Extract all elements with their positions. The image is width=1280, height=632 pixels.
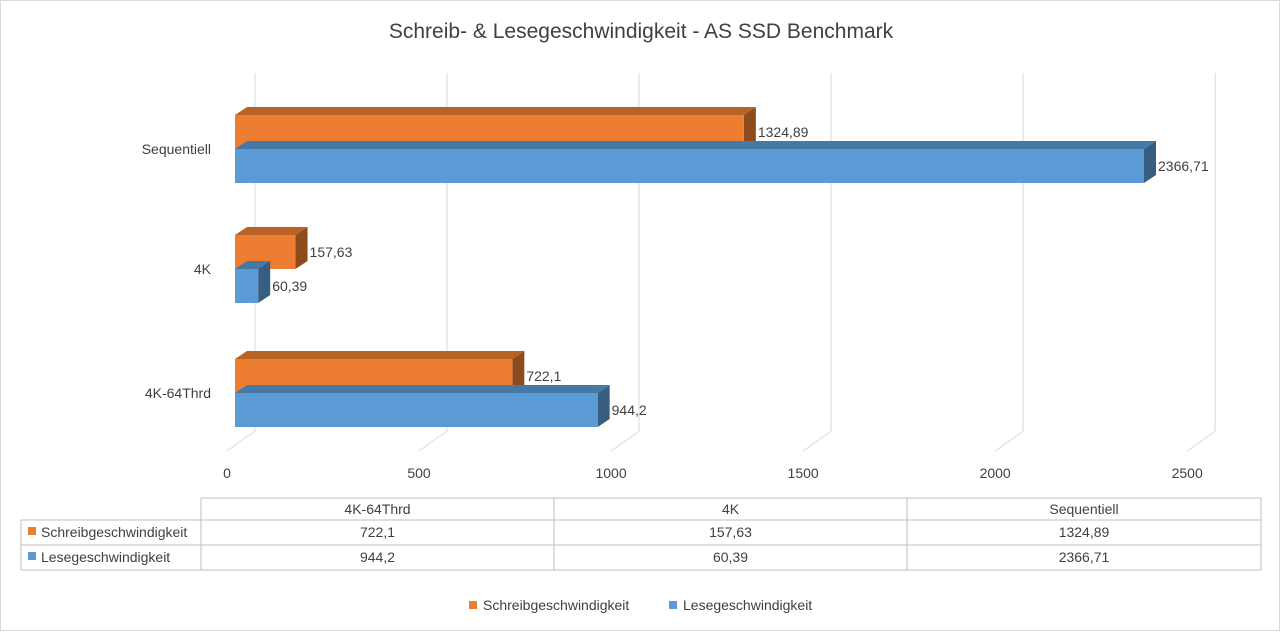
table-header: 4K	[722, 501, 740, 517]
gridline-floor	[802, 430, 832, 452]
bar-top-Lesegeschwindigkeit	[235, 261, 271, 269]
table-header: 4K-64Thrd	[344, 501, 410, 517]
x-tick-label: 1500	[788, 465, 819, 481]
bar-side-Schreibgeschwindigkeit	[512, 351, 525, 393]
data-label: 2366,71	[1158, 158, 1209, 174]
table-series-name: Lesegeschwindigkeit	[41, 549, 170, 565]
table-series-name: Schreibgeschwindigkeit	[41, 524, 187, 540]
x-tick-label: 0	[223, 465, 231, 481]
bar-top-Schreibgeschwindigkeit	[235, 107, 756, 115]
data-label: 722,1	[526, 368, 561, 384]
table-cell: 2366,71	[1059, 549, 1110, 565]
bar-top-Schreibgeschwindigkeit	[235, 227, 308, 235]
data-label: 944,2	[612, 402, 647, 418]
table-cell: 944,2	[360, 549, 395, 565]
table-cell: 1324,89	[1059, 524, 1110, 540]
gridline-floor	[418, 430, 448, 452]
category-label: Sequentiell	[142, 141, 211, 157]
data-label: 157,63	[310, 244, 353, 260]
bar-side-Lesegeschwindigkeit	[597, 385, 610, 427]
category-label: 4K-64Thrd	[145, 385, 211, 401]
gridline-floor	[226, 430, 256, 452]
x-tick-label: 2500	[1172, 465, 1203, 481]
x-tick-label: 1000	[595, 465, 626, 481]
bar-side-Schreibgeschwindigkeit	[743, 107, 756, 149]
bar-side-Lesegeschwindigkeit	[258, 261, 271, 303]
chart-title: Schreib- & Lesegeschwindigkeit - AS SSD …	[389, 20, 894, 43]
data-label: 1324,89	[758, 124, 809, 140]
bar-side-Lesegeschwindigkeit	[1144, 141, 1156, 183]
bar-top-Schreibgeschwindigkeit	[235, 351, 525, 359]
legend-label: Lesegeschwindigkeit	[683, 597, 812, 613]
gridline-floor	[610, 430, 640, 452]
bar-side-Schreibgeschwindigkeit	[295, 227, 308, 269]
gridline-floor	[1186, 430, 1216, 452]
bar-top-Lesegeschwindigkeit	[235, 141, 1156, 149]
gridline-floor	[994, 430, 1024, 452]
x-tick-label: 500	[407, 465, 431, 481]
table-cell: 60,39	[713, 549, 748, 565]
data-label: 60,39	[272, 278, 307, 294]
category-label: 4K	[194, 261, 212, 277]
table-cell: 157,63	[709, 524, 752, 540]
x-tick-label: 2000	[980, 465, 1011, 481]
legend-swatch	[669, 601, 677, 609]
legend-swatch	[469, 601, 477, 609]
legend-label: Schreibgeschwindigkeit	[483, 597, 629, 613]
bar-Lesegeschwindigkeit	[235, 269, 259, 303]
table-legend-swatch	[28, 552, 36, 560]
bar-Lesegeschwindigkeit	[235, 149, 1144, 183]
bar-top-Lesegeschwindigkeit	[235, 385, 610, 393]
table-cell: 722,1	[360, 524, 395, 540]
table-header: Sequentiell	[1049, 501, 1118, 517]
bar-Lesegeschwindigkeit	[235, 393, 598, 427]
table-legend-swatch	[28, 527, 36, 535]
